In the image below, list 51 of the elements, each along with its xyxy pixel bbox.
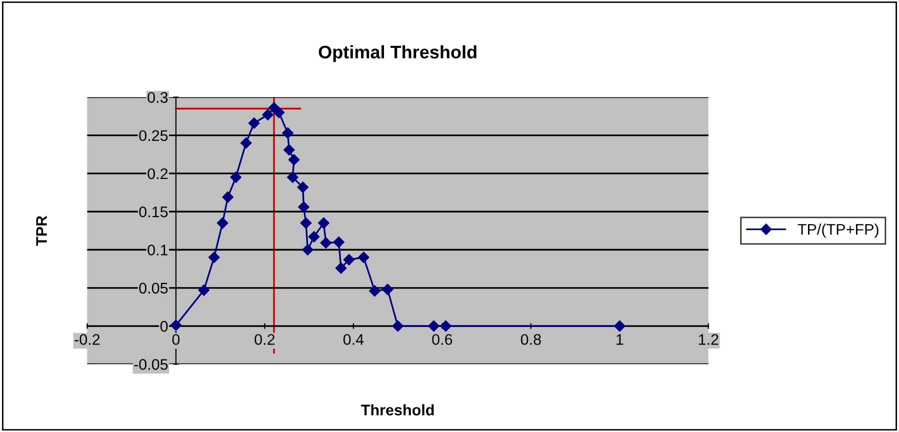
legend-label: TP/(TP+FP): [798, 224, 878, 238]
y-tick-label: 0.3: [148, 92, 168, 103]
point: [369, 285, 380, 297]
point: [297, 182, 308, 193]
point: [308, 231, 320, 242]
point: [248, 118, 260, 129]
y-tick-label: 0.1: [148, 244, 168, 256]
point: [287, 172, 298, 183]
point: [216, 217, 228, 229]
point: [198, 284, 210, 296]
point: [318, 217, 330, 229]
y-tick-label: 0.05: [139, 282, 168, 294]
x-axis-title: Threshold: [361, 404, 434, 416]
y-axis-title: TPR: [36, 216, 47, 246]
y-tick-label: 0: [160, 320, 168, 332]
y-tick-label: 0.15: [139, 206, 168, 218]
point: [335, 262, 347, 274]
point: [382, 284, 394, 296]
point: [283, 144, 295, 156]
point: [230, 172, 242, 183]
point: [440, 320, 452, 332]
x-tick-label: 0.6: [432, 334, 452, 345]
point: [392, 320, 404, 332]
point: [208, 252, 220, 263]
y-tick-label: 0.25: [139, 130, 168, 142]
point: [170, 320, 182, 331]
point: [428, 320, 440, 332]
point: [300, 217, 312, 229]
x-tick-label: 0.4: [343, 334, 364, 345]
point: [240, 137, 252, 149]
point: [320, 237, 332, 248]
point: [343, 254, 355, 266]
point: [358, 252, 370, 263]
x-tick-label: 0.2: [254, 334, 275, 345]
y-tick-label: -0.05: [134, 359, 168, 370]
x-tick-label: -0.2: [74, 334, 100, 345]
point: [262, 109, 274, 120]
chart-title: Optimal Threshold: [318, 45, 476, 62]
point: [222, 192, 234, 203]
y-tick-label: 0.2: [148, 168, 168, 180]
point: [333, 236, 344, 248]
point: [302, 244, 314, 256]
x-tick-label: 0.8: [520, 334, 541, 345]
point: [282, 127, 294, 139]
point: [273, 106, 284, 118]
point: [288, 154, 300, 166]
x-tick-label: 1: [616, 334, 624, 345]
point: [298, 201, 310, 213]
x-tick-label: 1.2: [698, 334, 718, 345]
point: [614, 320, 626, 332]
x-tick-label: 0: [172, 334, 180, 345]
